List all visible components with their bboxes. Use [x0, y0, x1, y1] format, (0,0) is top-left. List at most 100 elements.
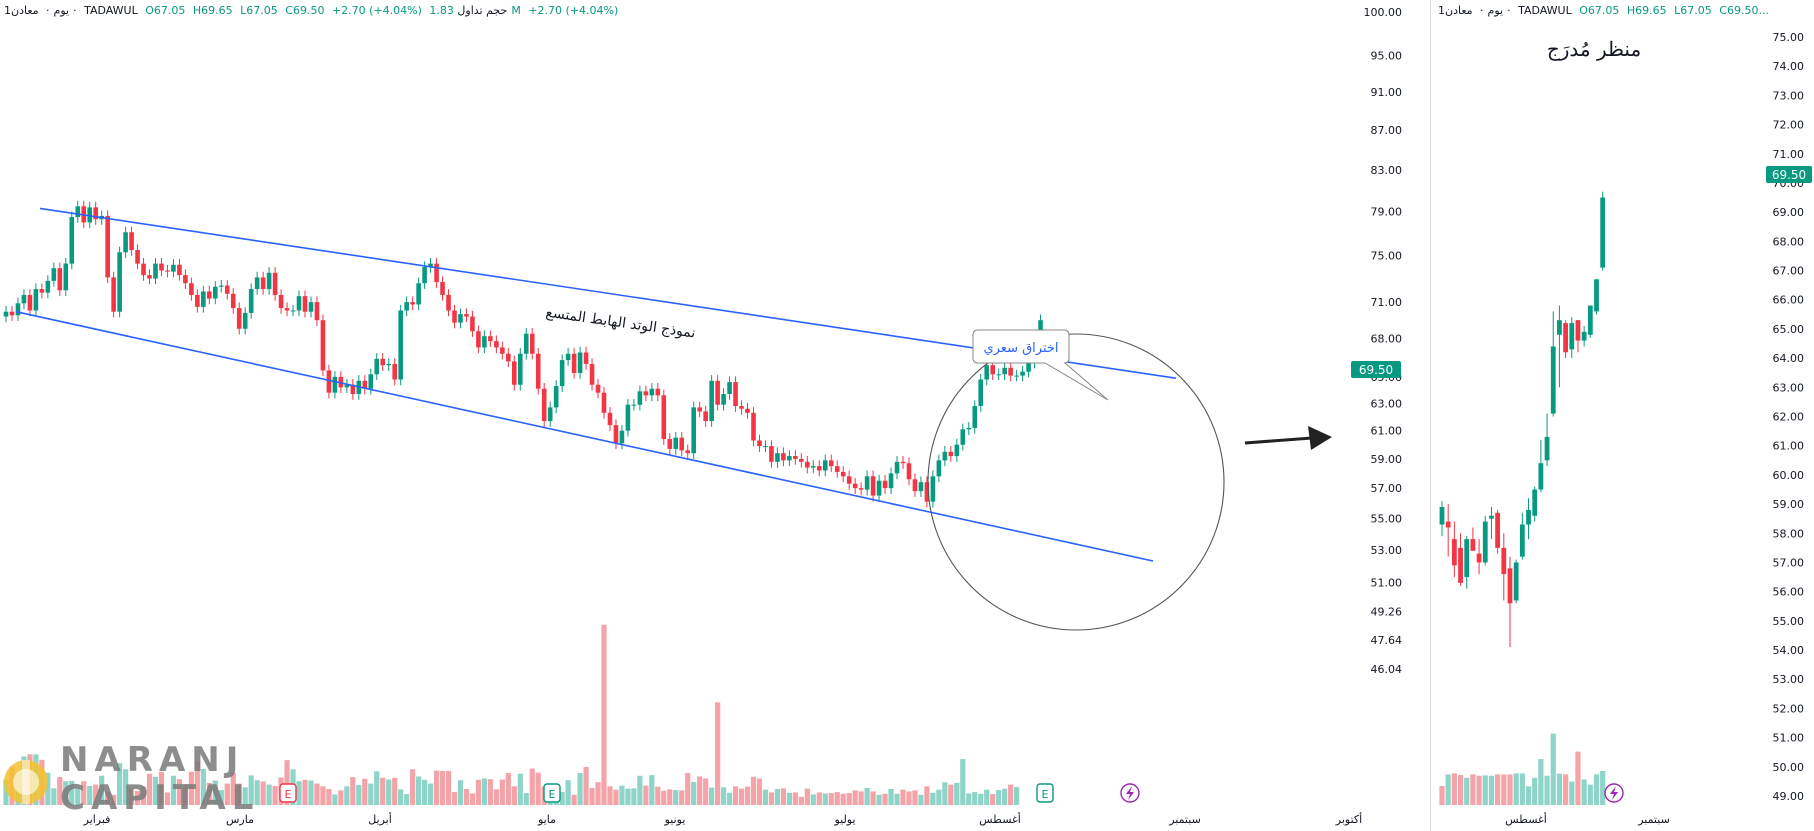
candle[interactable] [787, 450, 792, 467]
candle[interactable] [398, 304, 403, 386]
candle[interactable] [816, 460, 822, 477]
candle[interactable] [529, 328, 535, 360]
candle[interactable] [207, 285, 212, 305]
candle[interactable] [751, 407, 756, 447]
candle[interactable] [290, 304, 296, 317]
right-interval-label[interactable]: 1يوم [1438, 4, 1504, 17]
candle[interactable] [464, 308, 469, 323]
candle[interactable] [840, 466, 846, 483]
candle[interactable] [39, 283, 45, 299]
candle[interactable] [858, 482, 864, 496]
candle[interactable] [332, 371, 338, 399]
candle[interactable] [601, 386, 607, 419]
candle[interactable] [189, 277, 194, 301]
candle[interactable] [1526, 498, 1531, 540]
candle[interactable] [906, 457, 912, 486]
exchange-label[interactable]: TADAWUL [84, 4, 138, 17]
breakout-circle[interactable] [927, 333, 1225, 631]
candle[interactable] [912, 473, 918, 497]
candle[interactable] [326, 364, 332, 399]
candle[interactable] [57, 262, 63, 296]
candle[interactable] [936, 454, 942, 483]
candle[interactable] [882, 474, 888, 494]
candle[interactable] [296, 290, 302, 317]
candle[interactable] [512, 355, 517, 391]
candle[interactable] [942, 445, 948, 467]
candle[interactable] [948, 445, 954, 462]
candle[interactable] [386, 358, 392, 371]
candle[interactable] [571, 348, 577, 379]
candle[interactable] [183, 269, 188, 289]
right-exchange-label[interactable]: TADAWUL [1518, 4, 1572, 17]
candle[interactable] [978, 373, 984, 412]
candle[interactable] [165, 264, 170, 278]
candle[interactable] [667, 433, 673, 455]
candle[interactable] [775, 447, 780, 468]
candle[interactable] [900, 456, 906, 470]
candle[interactable] [135, 244, 140, 270]
candle[interactable] [1587, 305, 1593, 338]
candle[interactable] [230, 288, 236, 314]
candle[interactable] [703, 405, 708, 427]
candle[interactable] [51, 262, 57, 287]
earnings-marker-icon[interactable]: E [543, 783, 561, 803]
candle[interactable] [822, 454, 828, 477]
candle[interactable] [428, 257, 433, 273]
candle[interactable] [218, 279, 224, 293]
candle[interactable] [1008, 362, 1013, 382]
candle[interactable] [715, 375, 720, 411]
candle[interactable] [482, 330, 487, 354]
candle[interactable] [924, 476, 930, 508]
candle[interactable] [685, 444, 691, 460]
candle[interactable] [171, 259, 176, 278]
candle[interactable] [1532, 486, 1538, 522]
candle[interactable] [870, 470, 876, 502]
candle[interactable] [236, 302, 242, 335]
candle[interactable] [284, 302, 290, 317]
candle[interactable] [320, 314, 326, 377]
candle[interactable] [1550, 311, 1556, 417]
candle[interactable] [1489, 506, 1494, 540]
candle[interactable] [177, 259, 182, 281]
candle[interactable] [1594, 279, 1599, 315]
candle[interactable] [1538, 439, 1544, 493]
candle[interactable] [1581, 326, 1587, 347]
flash-marker-icon[interactable] [1604, 783, 1624, 803]
candle[interactable] [769, 440, 774, 468]
candle[interactable] [15, 297, 21, 322]
candle[interactable] [799, 453, 804, 468]
candle[interactable] [523, 328, 529, 360]
candle[interactable] [1544, 413, 1550, 467]
earnings-marker-icon[interactable]: E [1036, 783, 1054, 803]
candle[interactable] [123, 226, 128, 258]
candle[interactable] [763, 440, 768, 452]
candle[interactable] [954, 438, 960, 462]
candle[interactable] [852, 477, 858, 494]
candle[interactable] [697, 401, 702, 418]
candle[interactable] [308, 296, 314, 318]
candle[interactable] [272, 267, 278, 301]
candle[interactable] [757, 434, 762, 452]
earnings-marker-icon[interactable]: E [279, 783, 297, 803]
candle[interactable] [254, 271, 260, 295]
candle[interactable] [302, 290, 308, 318]
candle[interactable] [1600, 191, 1606, 271]
candle[interactable] [446, 289, 451, 317]
candle[interactable] [559, 354, 565, 392]
candle[interactable] [506, 348, 511, 368]
candle[interactable] [960, 423, 966, 451]
candle[interactable] [894, 456, 900, 480]
candle[interactable] [350, 379, 356, 400]
candle[interactable] [966, 422, 972, 436]
candle[interactable] [541, 382, 547, 427]
candle[interactable] [679, 431, 685, 457]
candle[interactable] [1482, 515, 1488, 566]
candle[interactable] [553, 380, 559, 414]
candle[interactable] [1464, 536, 1470, 589]
candle[interactable] [709, 375, 714, 427]
candle[interactable] [242, 307, 248, 335]
candle[interactable] [637, 385, 643, 411]
candle[interactable] [1470, 527, 1476, 551]
candle[interactable] [972, 400, 978, 434]
candle[interactable] [69, 211, 75, 270]
